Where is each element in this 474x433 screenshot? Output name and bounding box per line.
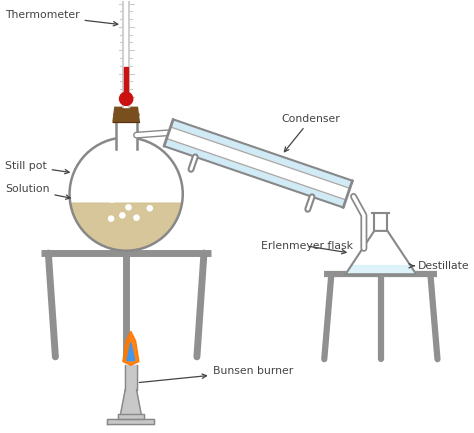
Circle shape [120,213,125,218]
Polygon shape [123,0,129,107]
Polygon shape [118,414,144,419]
Polygon shape [124,67,128,99]
Polygon shape [113,107,139,123]
Polygon shape [127,343,135,361]
Circle shape [147,206,152,211]
Circle shape [134,215,139,220]
Circle shape [109,216,114,221]
Circle shape [119,92,133,105]
Polygon shape [70,203,183,251]
Polygon shape [107,419,155,424]
Polygon shape [374,213,387,231]
Text: Erlenmeyer flask: Erlenmeyer flask [261,241,353,254]
Text: Destillate: Destillate [409,261,469,271]
Circle shape [141,195,146,200]
Polygon shape [116,114,137,149]
Text: Thermometer: Thermometer [5,10,118,26]
Polygon shape [346,231,416,274]
Text: Condenser: Condenser [282,113,340,152]
Text: Still pot: Still pot [5,161,69,174]
Polygon shape [346,265,416,274]
Polygon shape [123,331,139,365]
Polygon shape [120,390,141,414]
Circle shape [126,205,131,210]
Text: Bunsen burner: Bunsen burner [139,366,294,382]
Polygon shape [167,127,350,200]
Text: Solution: Solution [5,184,70,199]
Polygon shape [125,365,137,390]
Circle shape [109,197,115,202]
Polygon shape [164,120,353,207]
